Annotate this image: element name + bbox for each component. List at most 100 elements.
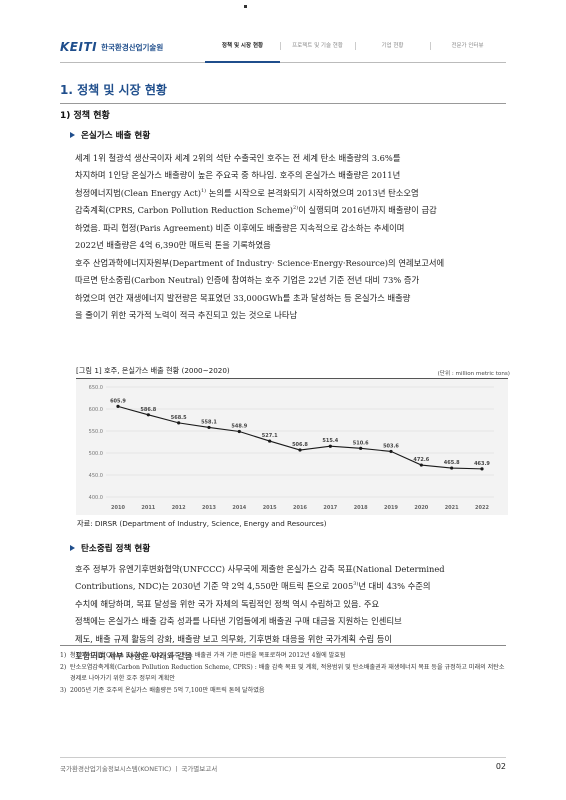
text-line: 감축계획(CPRS, Carbon Pollution Reduction Sc… [75, 205, 437, 216]
data-label: 548.9 [231, 423, 247, 429]
text-line: 호주 산업과학에너지자원부(Department of Industry· Sc… [75, 258, 445, 268]
data-point [359, 446, 363, 450]
text-line: 정책에는 온실가스 배출 감축 성과를 나타낸 기업들에게 배출권 구매 대금을… [75, 616, 402, 627]
data-label: 605.9 [110, 398, 126, 404]
data-label: 465.8 [444, 460, 460, 466]
y-tick-label: 600.0 [89, 407, 103, 413]
topic-heading-carbon-neutral-label: 탄소중립 정책 현황 [81, 544, 151, 554]
triangle-bullet-icon [70, 132, 75, 138]
logo-text: 한국환경산업기술원 [101, 42, 164, 52]
footnote-text: 청정에너지법(Clean Energy Act) : 호주 탄소 배출권 가격 … [70, 652, 346, 659]
x-tick-label: 2012 [172, 505, 186, 511]
page-header: KEITI 한국환경산업기술원 정책 및 시장 현황 프로젝트 및 기술 현황 … [0, 0, 566, 66]
x-tick-label: 2015 [263, 505, 277, 511]
figure-source: 자료: DIRSR (Department of Industry, Scien… [77, 519, 327, 528]
x-tick-label: 2020 [414, 505, 428, 511]
data-point [177, 421, 181, 425]
data-point [146, 413, 150, 417]
nav-project-tech[interactable]: 프로젝트 및 기술 현황 [280, 40, 355, 52]
nav-interview[interactable]: 전문가 인터뷰 [430, 40, 505, 52]
data-label: 510.6 [353, 440, 369, 446]
x-tick-label: 2010 [111, 505, 125, 511]
section-title: 1. 정책 및 시장 현황 [60, 81, 506, 104]
nav-policy-market[interactable]: 정책 및 시장 현황 [221, 43, 264, 49]
footnote-number: 2) [60, 663, 67, 671]
text-line: 청정에너지법(Clean Energy Act)1) 논의를 시작으로 본격화되… [75, 187, 419, 198]
header-dot [244, 5, 247, 8]
nav-companies[interactable]: 기업 현황 [355, 40, 430, 52]
data-label: 568.5 [171, 415, 187, 421]
y-tick-label: 500.0 [89, 451, 103, 457]
header-divider [60, 62, 506, 63]
data-label: 586.8 [140, 407, 156, 413]
data-point [298, 448, 302, 452]
x-tick-label: 2019 [384, 505, 398, 511]
page-number: 02 [495, 762, 506, 771]
data-point [268, 439, 272, 443]
footnote-text: 2005년 기준 호주의 온실가스 배출량은 5억 7,100만 매트릭 톤에 … [70, 686, 265, 694]
header-nav: 정책 및 시장 현황 프로젝트 및 기술 현황 기업 현황 전문가 인터뷰 [205, 40, 505, 52]
footnote-number: 1) [60, 652, 67, 659]
x-tick-label: 2014 [232, 505, 246, 511]
data-label: 506.8 [292, 442, 308, 448]
footnote-text: 탄소오염감축계획(Carbon Pollution Reduction Sche… [70, 663, 505, 683]
topic-heading-carbon-neutral: 탄소중립 정책 현황 [70, 542, 150, 554]
footnote-item: 3) 2005년 기준 호주의 온실가스 배출량은 5억 7,100만 매트릭 … [60, 685, 510, 697]
emissions-chart: 650.0 600.0 550.0 500.0 450.0 400.0 2010 2011 20… [76, 378, 508, 516]
y-tick-label: 450.0 [89, 473, 103, 479]
data-label: 558.1 [201, 419, 217, 425]
x-tick-label: 2011 [141, 505, 155, 511]
text-line: 포함되며 세부 사항은 아래와 같음 [75, 651, 193, 662]
topic-heading-emissions-label: 온실가스 배출 현황 [81, 131, 151, 141]
active-nav-underline [205, 61, 280, 63]
footnote-divider [60, 645, 506, 646]
text-line: 2022년 배출량은 4억 6,390만 매트릭 톤을 기록하였음 [75, 240, 271, 251]
data-label: 515.4 [322, 438, 338, 444]
chart-background [76, 379, 508, 515]
footer-source: 국가환경산업기술정보시스템(KONETIC) ㅣ 국가별보고서 [60, 765, 218, 773]
data-point [207, 425, 211, 430]
data-point [450, 466, 454, 470]
emissions-paragraph-2: 호주 산업과학에너지자원부(Department of Industry· Sc… [75, 255, 507, 325]
keiti-logo[interactable]: KEITI 한국환경산업기술원 [60, 40, 163, 54]
footnote-item: 1) 청정에너지법(Clean Energy Act) : 호주 탄소 배출권 … [60, 650, 510, 662]
x-tick-label: 2016 [293, 505, 307, 511]
text-line: 호주 정부가 유엔기후변화협약(UNFCCC) 사무국에 제출한 온실가스 감축… [75, 564, 445, 574]
footnote-item: 2) 탄소오염감축계획(Carbon Pollution Reduction S… [60, 662, 510, 685]
text-line: 수치에 해당하며, 목표 달성을 위한 국가 자체의 독립적인 정책 역시 수립… [75, 598, 380, 609]
footnote-ref[interactable]: 1) [201, 188, 207, 195]
x-tick-label: 2013 [202, 505, 216, 511]
data-point [328, 444, 332, 448]
text-line: 따르면 탄소중립(Carbon Neutral) 인증에 참여하는 호주 기업은… [75, 275, 420, 286]
text-line: 세계 1위 철광석 생산국이자 세계 2위의 석탄 수출국인 호주는 전 세계 … [75, 153, 401, 163]
y-tick-label: 650.0 [89, 385, 103, 391]
footnote-ref[interactable]: 3) [353, 581, 359, 588]
data-label: 472.6 [413, 457, 429, 463]
data-point [237, 429, 241, 434]
text-line: 차지하며 1인당 온실가스 배출량이 높은 주요국 중 하나임. 호주의 온실가… [75, 170, 401, 181]
footnote-ref[interactable]: 2) [293, 205, 299, 212]
text-line: 제도, 배출 규제 활동의 강화, 배출량 보고 의무화, 기후변화 대응을 위… [75, 633, 392, 644]
data-point [480, 467, 484, 471]
figure-title: [그림 1] 호주, 온실가스 배출 현황 (2000~2020) [76, 366, 230, 375]
data-point [116, 404, 120, 409]
footnotes: 1) 청정에너지법(Clean Energy Act) : 호주 탄소 배출권 … [60, 650, 510, 696]
x-tick-label: 2018 [354, 505, 368, 511]
triangle-bullet-icon [70, 545, 75, 551]
carbon-neutral-paragraph: 호주 정부가 유엔기후변화협약(UNFCCC) 사무국에 제출한 온실가스 감축… [75, 561, 507, 665]
x-tick-label: 2017 [323, 505, 337, 511]
data-label: 527.1 [262, 433, 278, 439]
footer-divider [60, 757, 506, 758]
subsection-title: 1) 정책 현황 [60, 111, 110, 121]
data-point [389, 449, 393, 454]
emissions-paragraph-1: 세계 1위 철광석 생산국이자 세계 2위의 석탄 수출국인 호주는 전 세계 … [75, 150, 507, 254]
text-line: 하였으며 연간 재생에너지 발전량은 목표였던 33,000GWh를 초과 달성… [75, 292, 411, 303]
figure-unit: (단위 : million metric tons) [437, 371, 510, 377]
data-label: 503.6 [383, 443, 399, 449]
data-point [419, 463, 423, 467]
x-tick-label: 2022 [475, 505, 489, 511]
y-tick-label: 550.0 [89, 429, 103, 435]
data-label: 463.9 [474, 461, 490, 467]
text-line: 을 줄이기 위한 국가적 노력이 적극 추진되고 있는 것으로 나타남 [75, 310, 298, 321]
topic-heading-emissions: 온실가스 배출 현황 [70, 129, 150, 141]
